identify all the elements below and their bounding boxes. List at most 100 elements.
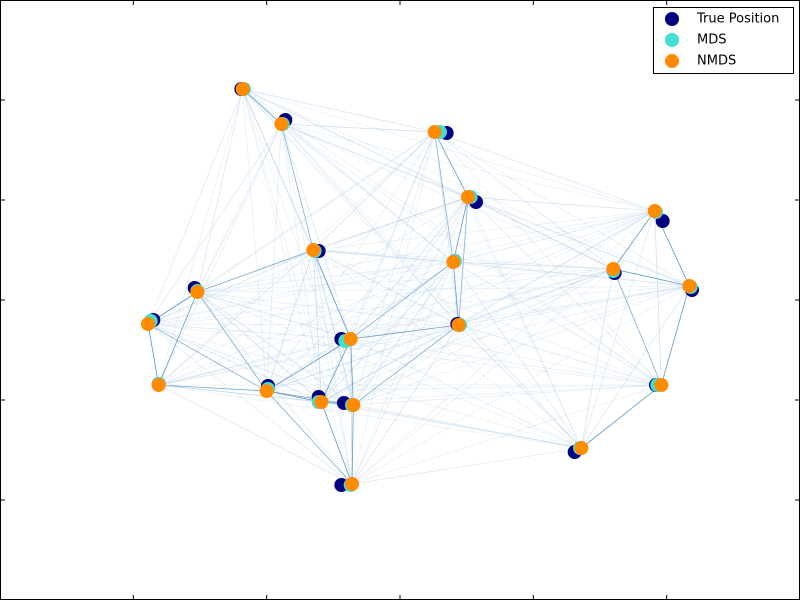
edge <box>147 323 459 326</box>
edge <box>197 291 459 326</box>
edge <box>452 196 469 263</box>
edge <box>353 210 655 406</box>
edge <box>281 123 435 133</box>
edge <box>612 268 662 386</box>
edge <box>266 285 690 392</box>
edge <box>147 323 322 403</box>
edge <box>351 324 459 485</box>
edge <box>242 88 322 403</box>
edge <box>242 88 582 449</box>
edge <box>458 268 614 326</box>
edge <box>147 249 314 325</box>
edge <box>458 285 690 326</box>
edge <box>266 384 662 392</box>
edge <box>147 323 582 449</box>
edge <box>242 88 354 406</box>
point <box>647 204 662 218</box>
edge <box>281 123 459 326</box>
edge <box>242 88 662 386</box>
point <box>306 243 321 257</box>
edge <box>197 196 469 293</box>
edge <box>453 261 662 386</box>
edge <box>434 131 454 263</box>
edge <box>351 384 662 485</box>
point <box>446 255 461 269</box>
edge <box>158 384 582 449</box>
edge <box>353 324 459 406</box>
edge <box>350 338 662 386</box>
edge <box>158 384 322 403</box>
edge <box>147 323 160 386</box>
point <box>190 285 205 299</box>
edge <box>280 123 314 251</box>
edge <box>452 261 460 326</box>
marks <box>141 82 699 492</box>
edge <box>158 285 690 386</box>
edge <box>467 196 690 287</box>
point <box>259 384 274 398</box>
edge <box>352 131 436 406</box>
edge <box>353 285 690 406</box>
edge <box>581 384 662 449</box>
edge <box>313 249 614 270</box>
edge <box>158 338 351 386</box>
edge <box>158 268 614 386</box>
edge <box>321 261 454 403</box>
edge <box>147 261 454 325</box>
edge <box>313 210 655 251</box>
edge <box>321 268 614 403</box>
edge <box>266 196 469 392</box>
edge <box>467 196 655 212</box>
edge <box>351 404 354 485</box>
edge <box>281 123 582 449</box>
point <box>606 262 621 276</box>
edge <box>197 291 582 449</box>
edge <box>458 210 655 326</box>
legend-label: True Position <box>696 12 779 27</box>
edge <box>242 88 268 392</box>
edge <box>147 323 351 340</box>
edge <box>312 249 354 406</box>
edge <box>280 123 352 340</box>
edge <box>280 123 322 403</box>
edge <box>158 261 454 386</box>
edge <box>147 88 244 325</box>
edge <box>147 285 690 325</box>
edge <box>353 404 582 449</box>
edge <box>147 268 614 325</box>
edge <box>266 261 454 392</box>
edge <box>581 285 690 449</box>
edge <box>613 268 690 287</box>
legend-label: MDS <box>697 33 726 48</box>
edge <box>281 123 614 270</box>
edge <box>313 131 435 251</box>
edge <box>242 88 352 340</box>
edge <box>321 384 662 403</box>
edge <box>266 123 282 392</box>
edge <box>313 249 454 263</box>
edge <box>320 401 353 485</box>
edge <box>350 131 436 340</box>
edge <box>353 261 454 406</box>
point <box>235 82 250 96</box>
edge <box>350 324 459 340</box>
point <box>314 395 329 409</box>
edge <box>313 249 662 386</box>
point <box>682 279 697 293</box>
edge <box>350 261 454 340</box>
edge <box>350 338 582 449</box>
edge <box>280 123 353 485</box>
edge <box>266 324 459 392</box>
edge <box>351 268 614 485</box>
legend-marker <box>665 33 679 47</box>
edge <box>242 88 614 270</box>
edge <box>350 285 690 340</box>
edge <box>467 196 662 386</box>
edge <box>453 210 655 263</box>
edge <box>453 261 614 270</box>
edge <box>242 88 454 263</box>
edge <box>147 323 662 386</box>
edge <box>458 196 469 326</box>
edge <box>434 131 582 449</box>
